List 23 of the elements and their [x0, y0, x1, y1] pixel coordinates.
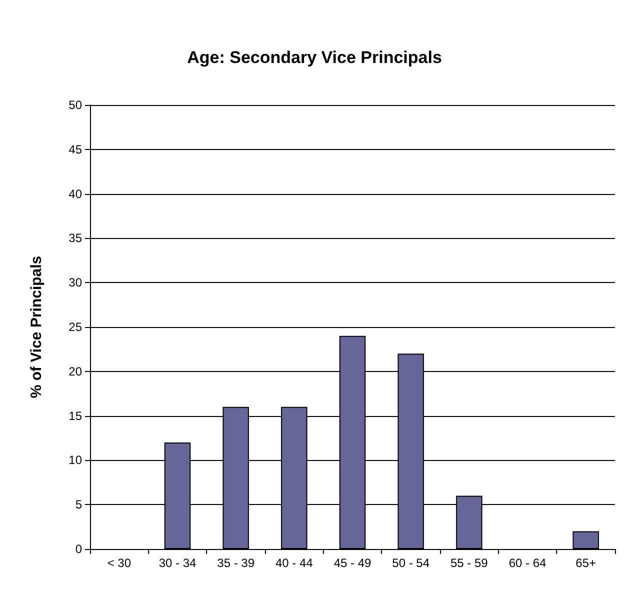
x-tick-label: 45 - 49 — [334, 556, 372, 570]
x-tick-label: 55 - 59 — [450, 556, 488, 570]
bar — [572, 531, 599, 549]
y-tick-label: 35 — [68, 231, 82, 246]
y-tick-label: 5 — [75, 498, 82, 512]
y-tick-label: 25 — [68, 320, 82, 334]
x-tick-label: < 30 — [107, 556, 132, 570]
x-tick-label: 30 - 34 — [158, 556, 197, 570]
y-tick-label: 20 — [68, 364, 82, 378]
y-tick-label: 50 — [68, 98, 82, 112]
x-tick-label: 50 - 54 — [392, 556, 430, 570]
y-tick-label: 40 — [68, 186, 82, 201]
y-tick-label: 45 — [68, 142, 82, 156]
y-tick-label: 10 — [68, 453, 82, 468]
x-tick-label: 60 - 64 — [508, 556, 547, 570]
y-tick-label: 0 — [75, 542, 82, 556]
x-tick-label: 35 - 39 — [217, 556, 255, 570]
y-tick-label: 30 — [68, 276, 82, 290]
x-tick-label: 65+ — [576, 556, 596, 570]
chart-title: Age: Secondary Vice Principals — [187, 48, 442, 67]
y-axis-title: % of Vice Principals — [28, 256, 45, 398]
y-tick-label: 15 — [68, 408, 82, 423]
x-tick-label: 40 - 44 — [275, 556, 314, 570]
